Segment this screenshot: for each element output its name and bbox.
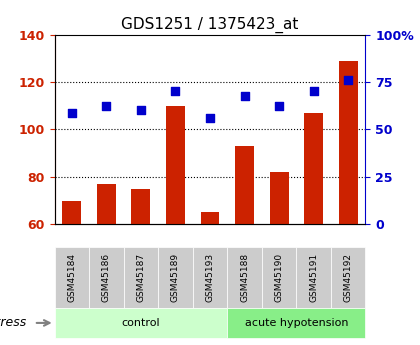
Title: GDS1251 / 1375423_at: GDS1251 / 1375423_at bbox=[121, 17, 299, 33]
Bar bbox=[131, 189, 150, 224]
Bar bbox=[55, 308, 227, 338]
Bar bbox=[227, 308, 365, 338]
Legend: count, percentile rank within the sample: count, percentile rank within the sample bbox=[44, 341, 244, 345]
Point bbox=[68, 110, 75, 116]
Point bbox=[207, 115, 213, 120]
Bar bbox=[227, 247, 262, 308]
Bar bbox=[63, 200, 81, 224]
Bar bbox=[304, 113, 323, 224]
Text: GSM45186: GSM45186 bbox=[102, 253, 111, 302]
Bar bbox=[55, 247, 89, 308]
Text: GSM45188: GSM45188 bbox=[240, 253, 249, 302]
Point bbox=[241, 93, 248, 99]
Text: GSM45193: GSM45193 bbox=[205, 253, 215, 302]
Text: GSM45189: GSM45189 bbox=[171, 253, 180, 302]
Text: control: control bbox=[122, 318, 160, 328]
Bar bbox=[166, 106, 185, 224]
Point bbox=[172, 89, 179, 94]
Bar bbox=[339, 61, 357, 224]
Point bbox=[310, 89, 317, 94]
Bar bbox=[200, 213, 220, 224]
Point bbox=[345, 77, 352, 82]
Bar bbox=[297, 247, 331, 308]
Bar bbox=[158, 247, 193, 308]
Bar bbox=[89, 247, 123, 308]
Bar bbox=[123, 247, 158, 308]
Point bbox=[103, 103, 110, 108]
Text: GSM45190: GSM45190 bbox=[275, 253, 284, 302]
Text: GSM45191: GSM45191 bbox=[309, 253, 318, 302]
Bar bbox=[235, 146, 254, 224]
Bar bbox=[331, 247, 365, 308]
Text: GSM45184: GSM45184 bbox=[67, 253, 76, 302]
Bar bbox=[262, 247, 297, 308]
Text: GSM45192: GSM45192 bbox=[344, 253, 353, 302]
Point bbox=[138, 108, 144, 113]
Text: acute hypotension: acute hypotension bbox=[244, 318, 348, 328]
Bar bbox=[97, 184, 116, 224]
Point bbox=[276, 103, 282, 108]
Bar bbox=[270, 172, 289, 224]
Text: GSM45187: GSM45187 bbox=[136, 253, 145, 302]
Text: stress: stress bbox=[0, 316, 27, 329]
Bar bbox=[193, 247, 227, 308]
